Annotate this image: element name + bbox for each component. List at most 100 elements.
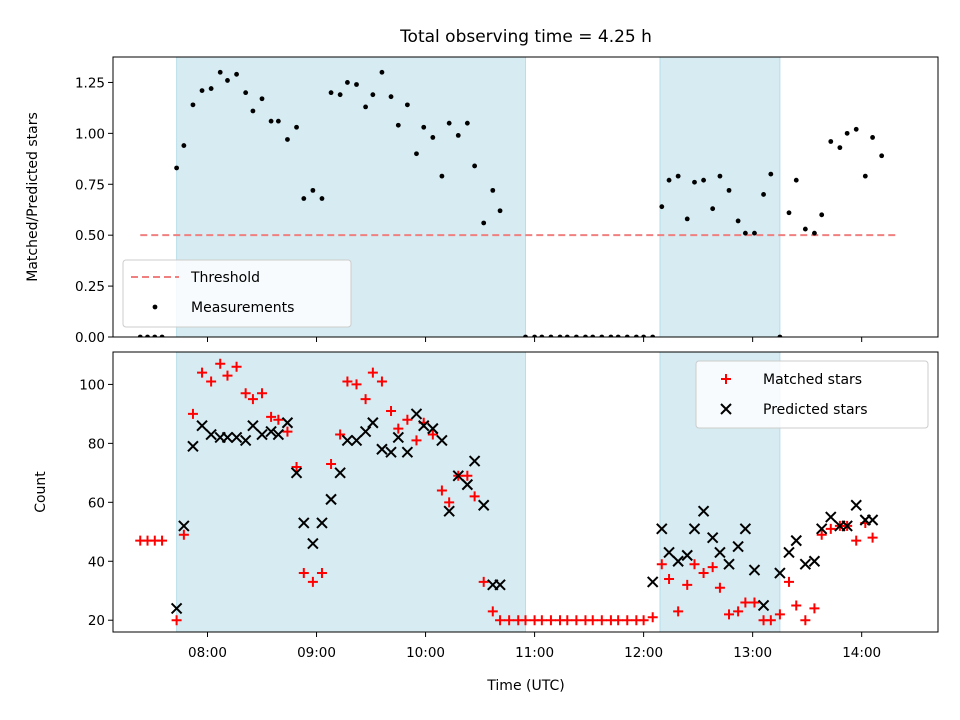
bottom-x-tick-label: 14:00 [842, 645, 881, 661]
measurement-point [786, 210, 792, 216]
predicted-stars-point [359, 425, 372, 438]
measurement-point [250, 108, 256, 114]
matched-stars-point [247, 394, 258, 405]
legend-predicted-label: Predicted stars [763, 402, 868, 418]
top-y-tick-label: 0.50 [75, 228, 105, 244]
measurement-point [404, 102, 410, 108]
predicted-stars-point [376, 443, 388, 455]
measurement-point [557, 334, 563, 337]
predicted-stars-point [494, 579, 506, 591]
measurement-point [752, 230, 757, 236]
measurement-point [414, 151, 419, 157]
predicted-stars-point [841, 520, 853, 532]
predicted-stars-point [723, 558, 735, 570]
measurement-point [837, 145, 843, 151]
matched-stars-point [171, 615, 182, 626]
predicted-stars-point [247, 419, 259, 432]
matched-stars-point [647, 612, 658, 623]
measurement-point [624, 334, 630, 337]
measurement-point [583, 334, 588, 337]
bottom-y-tick-label: 40 [88, 554, 105, 570]
bottom-shaded-interval [176, 351, 526, 633]
measurement-point [735, 218, 741, 224]
matched-stars-point [664, 573, 675, 584]
legend-matched-swatch [721, 374, 731, 384]
matched-stars-point [187, 408, 198, 419]
predicted-stars-point [436, 434, 448, 447]
predicted-stars-point [178, 520, 190, 532]
bottom-x-tick-label: 12:00 [624, 645, 663, 661]
measurement-point [870, 135, 875, 140]
measurement-point [301, 196, 307, 201]
bottom-x-tick-label: 08:00 [188, 645, 227, 661]
matched-stars-point [613, 615, 624, 626]
measurement-point [319, 196, 325, 201]
matched-stars-point [266, 411, 277, 422]
measurement-point [234, 71, 239, 77]
measurement-point [650, 334, 656, 337]
predicted-stars-point [316, 517, 328, 529]
predicted-stars-point [748, 564, 761, 576]
top-y-tick-label: 1.00 [75, 126, 105, 142]
legend-predicted-swatch [720, 403, 732, 415]
predicted-stars-point [688, 523, 701, 535]
bottom-x-tick-label: 09:00 [297, 645, 336, 661]
measurement-point [310, 187, 316, 193]
bottom-y-tick-label: 20 [88, 613, 105, 629]
predicted-stars-point [427, 422, 439, 435]
top-shaded-interval [659, 56, 781, 338]
measurement-point [370, 92, 376, 98]
measurement-point [395, 122, 401, 128]
predicted-stars-point [221, 431, 234, 444]
measurement-point [285, 137, 290, 142]
measurement-point [599, 334, 605, 337]
measurement-point [532, 334, 537, 337]
bottom-data-layer [135, 358, 879, 626]
measurement-point [275, 118, 281, 124]
matched-stars-point [825, 523, 836, 534]
matched-stars-point [393, 423, 404, 434]
matched-stars-point [714, 582, 725, 593]
matched-stars-point [298, 568, 309, 579]
matched-stars-point [791, 600, 802, 611]
measurement-point [726, 187, 732, 193]
measurement-point [345, 80, 350, 85]
predicted-stars-point [739, 523, 752, 535]
matched-stars-point [335, 429, 346, 440]
measurement-point [268, 118, 274, 124]
measurement-point [523, 334, 528, 337]
measurement-point [328, 90, 334, 96]
measurement-point [145, 334, 150, 337]
matched-stars-point [197, 367, 208, 378]
top-legend-box [122, 259, 352, 328]
matched-stars-point [427, 429, 438, 440]
legend-measurements-label: Measurements [191, 300, 294, 316]
bottom-legend: Matched stars Predicted stars [695, 360, 929, 429]
top-data-layer [137, 69, 885, 337]
measurement-point [615, 334, 621, 337]
measurement-point [564, 334, 570, 337]
matched-stars-point [316, 568, 327, 579]
matched-stars-point [520, 615, 531, 626]
measurement-point [675, 173, 681, 179]
matched-stars-point [231, 361, 242, 372]
measurement-point [761, 192, 766, 197]
matched-stars-point [622, 615, 633, 626]
measurement-point [199, 88, 205, 93]
predicted-stars-point [272, 428, 285, 441]
matched-stars-point [707, 562, 718, 573]
matched-stars-point [596, 615, 607, 626]
measurement-point [802, 226, 808, 232]
predicted-stars-point [385, 446, 397, 458]
matched-stars-point [656, 559, 667, 570]
measurement-point [819, 212, 825, 218]
measurement-point [742, 230, 748, 236]
measurement-point [159, 334, 165, 337]
predicted-stars-point [799, 558, 812, 570]
top-chart-title: Total observing time = 4.25 h [399, 27, 652, 47]
predicted-stars-point [697, 505, 710, 517]
predicted-stars-point [298, 517, 310, 529]
bottom-x-tick-label: 10:00 [406, 645, 445, 661]
measurement-point [421, 124, 427, 130]
matched-stars-point [257, 388, 268, 399]
